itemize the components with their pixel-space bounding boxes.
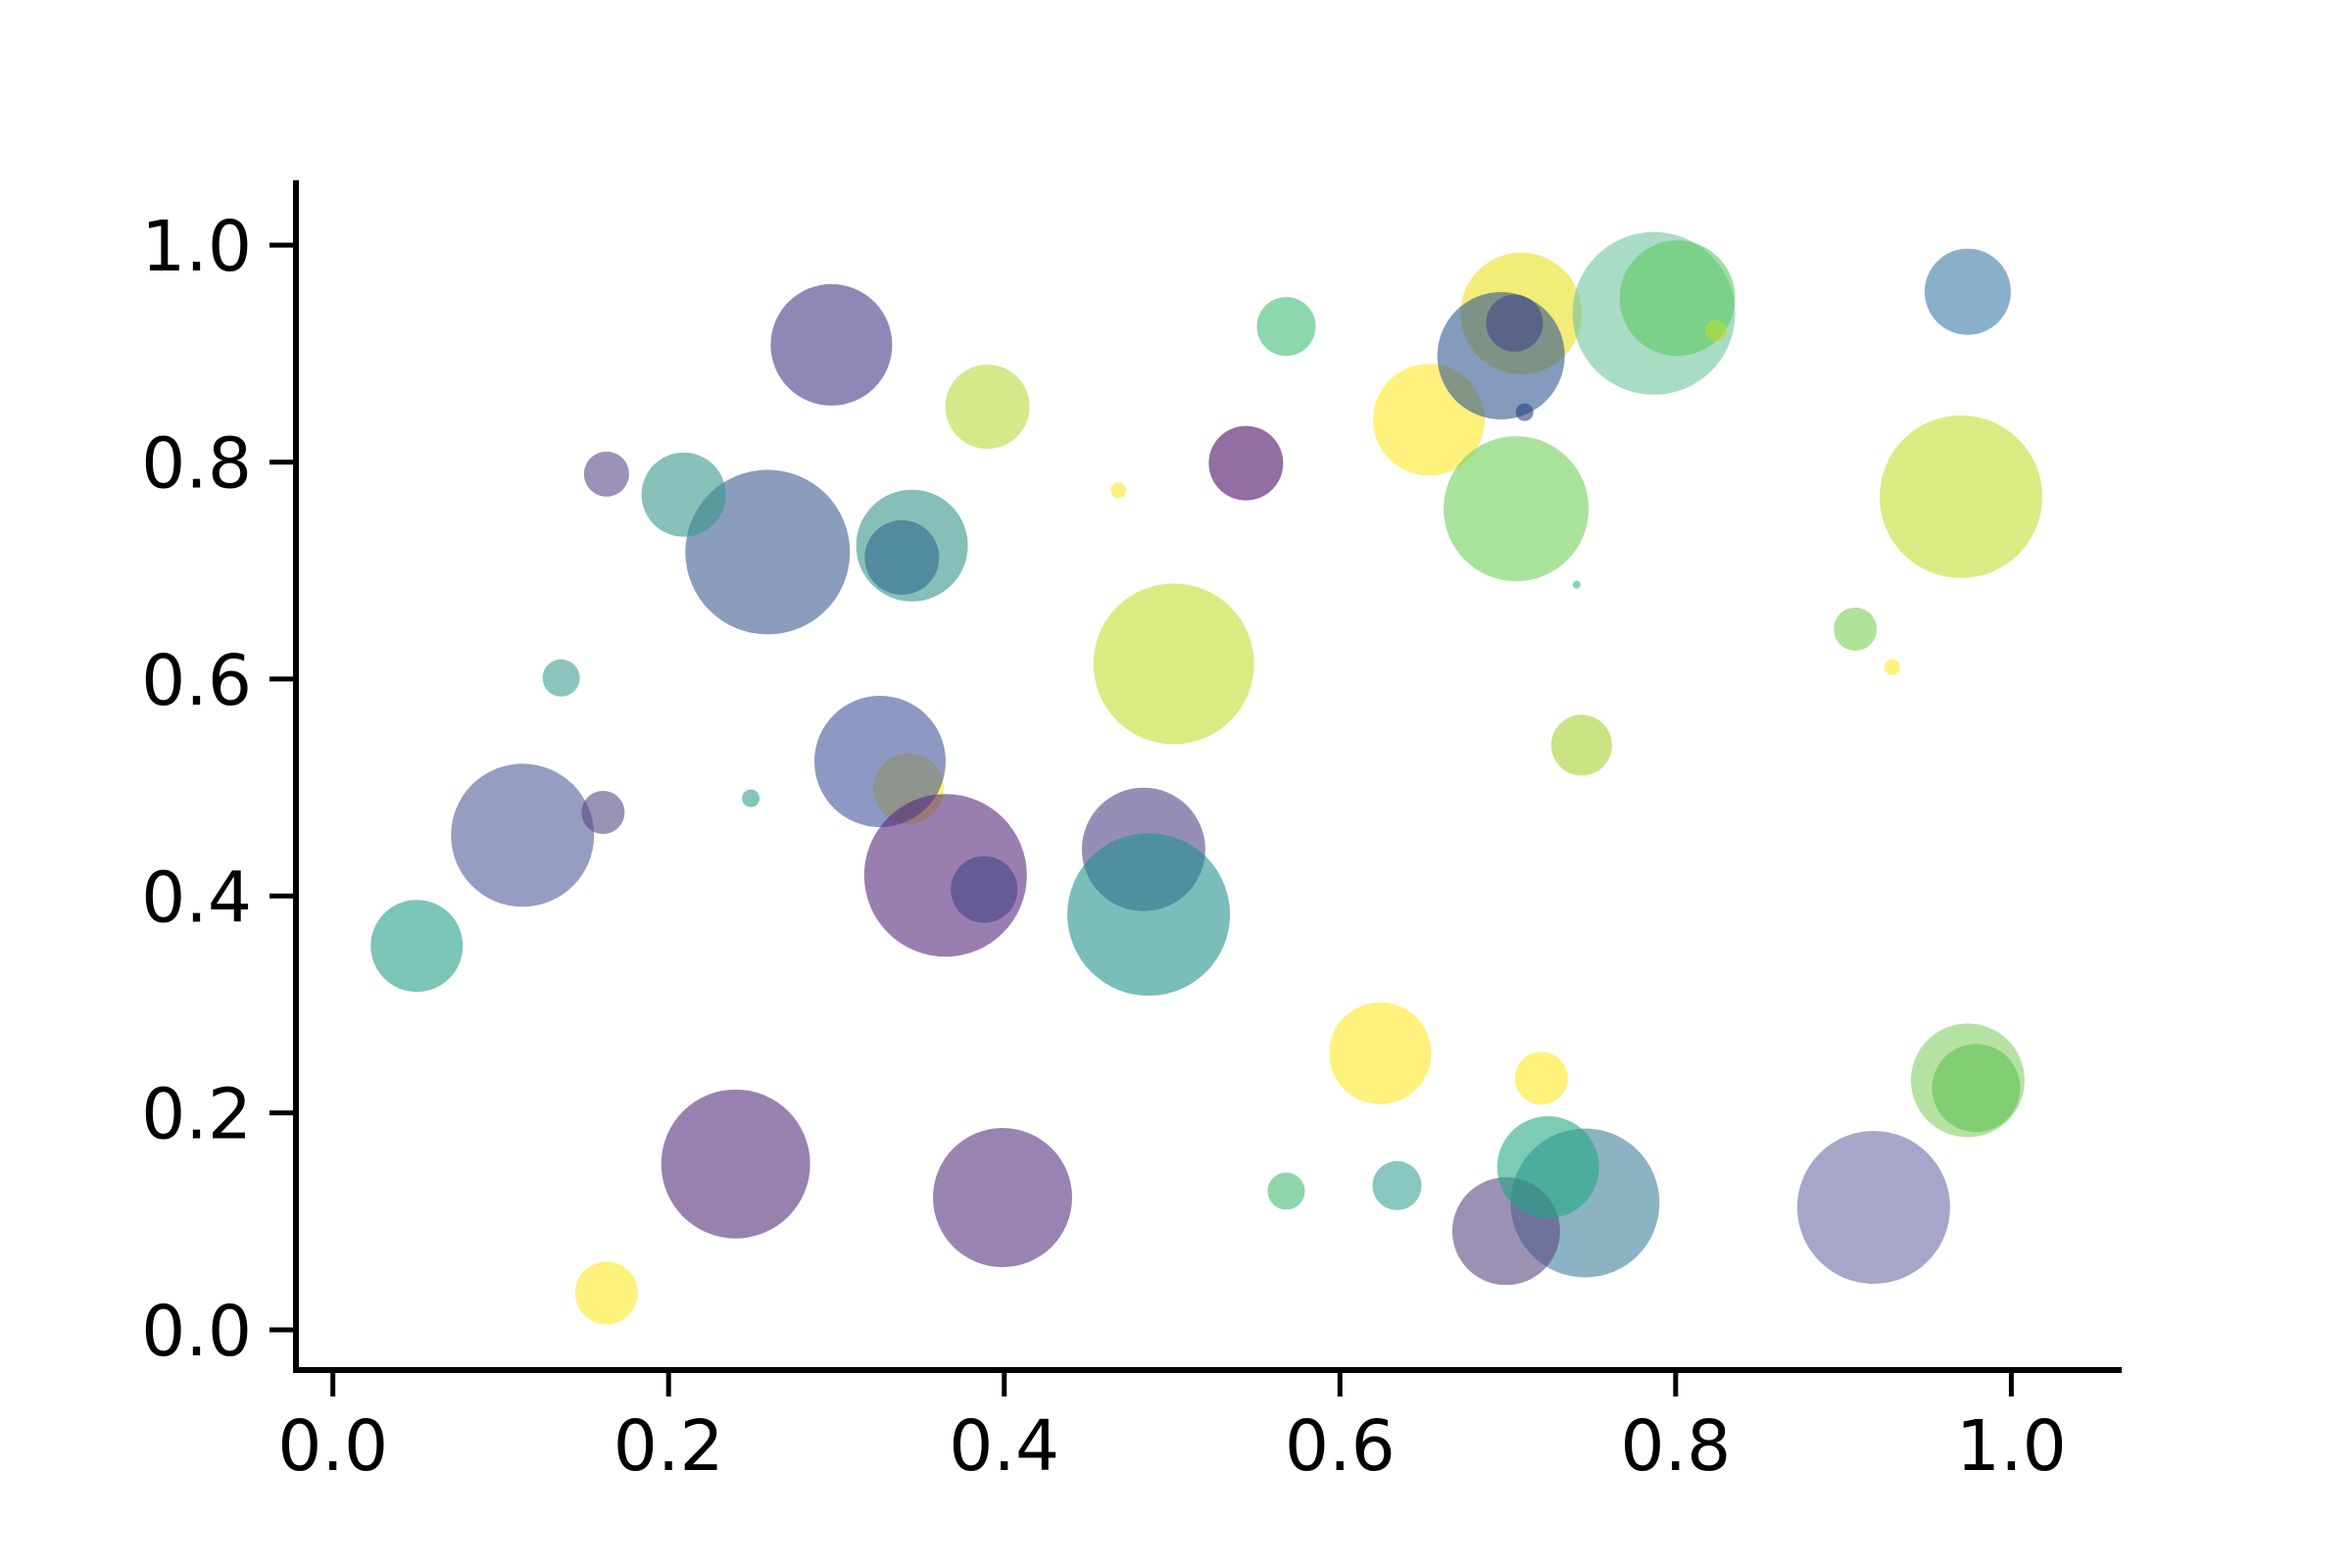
x-tick-label: 0.4 xyxy=(949,1405,1059,1487)
bubble xyxy=(661,1089,810,1239)
bubble xyxy=(1208,425,1284,501)
bubble xyxy=(1572,580,1581,589)
bubble xyxy=(542,659,580,697)
bubble xyxy=(945,365,1030,449)
bubble xyxy=(583,451,629,497)
bubble xyxy=(933,1128,1072,1267)
bubble xyxy=(581,791,625,834)
bubble xyxy=(864,519,940,595)
bubble xyxy=(1372,1160,1422,1210)
bubble xyxy=(1880,415,2042,578)
bubble xyxy=(574,1261,638,1325)
x-tick-label: 1.0 xyxy=(1956,1405,2067,1487)
bubble xyxy=(1110,482,1127,499)
bubble xyxy=(1796,1131,1950,1284)
bubble xyxy=(770,283,893,406)
y-tick-label: 0.4 xyxy=(141,857,252,938)
bubble xyxy=(1329,1002,1432,1104)
bubble xyxy=(1515,403,1534,421)
bubble xyxy=(1093,583,1254,745)
bubble xyxy=(1256,297,1316,357)
x-tick-label: 0.6 xyxy=(1285,1405,1396,1487)
x-tick-label: 0.8 xyxy=(1620,1405,1731,1487)
y-tick-label: 0.8 xyxy=(141,422,252,504)
y-tick-label: 0.0 xyxy=(141,1291,252,1372)
bubble xyxy=(814,696,946,827)
bubble xyxy=(1514,1052,1568,1105)
bubble xyxy=(1067,833,1231,997)
bubble xyxy=(1550,714,1612,776)
bubble xyxy=(1884,659,1900,675)
bubble xyxy=(1267,1172,1305,1210)
bubble xyxy=(742,789,760,808)
bubble xyxy=(951,856,1018,923)
bubble xyxy=(451,763,595,907)
bubble xyxy=(685,469,851,635)
y-tick-label: 1.0 xyxy=(141,206,252,287)
y-tick-label: 0.2 xyxy=(141,1074,252,1155)
bubble xyxy=(370,900,464,993)
y-tick-label: 0.6 xyxy=(141,640,252,721)
bubble xyxy=(1486,294,1544,352)
bubble xyxy=(1924,248,2011,335)
x-tick-label: 0.2 xyxy=(613,1405,724,1487)
bubble xyxy=(1705,319,1727,342)
bubble xyxy=(1932,1044,2021,1133)
bubble xyxy=(641,452,726,537)
bubble xyxy=(1834,608,1878,651)
x-tick-label: 0.0 xyxy=(277,1405,388,1487)
bubble xyxy=(1496,1116,1599,1218)
bubble xyxy=(1444,436,1590,582)
